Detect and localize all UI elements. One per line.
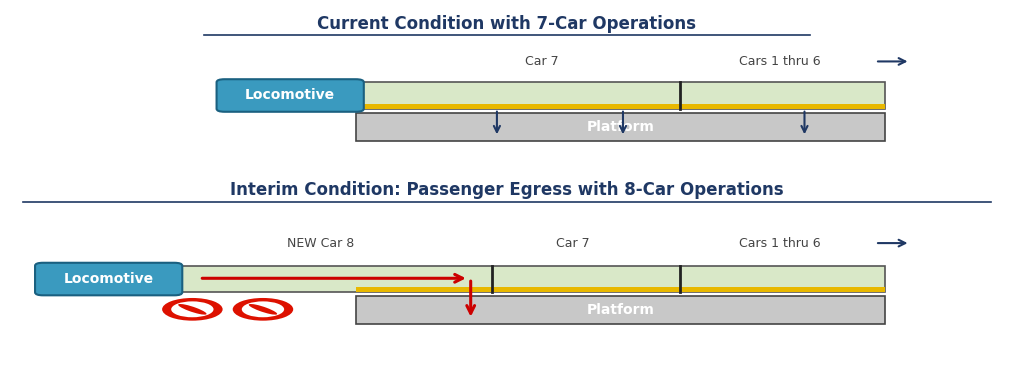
FancyBboxPatch shape <box>356 82 885 109</box>
Circle shape <box>162 298 223 321</box>
Text: Car 7: Car 7 <box>525 55 559 68</box>
Text: Car 7: Car 7 <box>556 237 589 250</box>
Text: Cars 1 thru 6: Cars 1 thru 6 <box>739 237 820 250</box>
Circle shape <box>171 301 214 317</box>
Text: Platform: Platform <box>586 303 654 317</box>
FancyBboxPatch shape <box>356 113 885 141</box>
Text: Current Condition with 7-Car Operations: Current Condition with 7-Car Operations <box>317 15 697 33</box>
FancyBboxPatch shape <box>35 263 183 295</box>
Text: Platform: Platform <box>586 120 654 134</box>
Text: Locomotive: Locomotive <box>64 272 154 286</box>
FancyBboxPatch shape <box>356 287 885 292</box>
Ellipse shape <box>248 304 277 314</box>
Circle shape <box>241 301 284 317</box>
FancyBboxPatch shape <box>356 104 885 109</box>
Text: Interim Condition: Passenger Egress with 8-Car Operations: Interim Condition: Passenger Egress with… <box>230 181 784 199</box>
Ellipse shape <box>178 304 207 314</box>
Circle shape <box>232 298 293 321</box>
Text: Locomotive: Locomotive <box>245 88 336 103</box>
FancyBboxPatch shape <box>174 266 885 292</box>
FancyBboxPatch shape <box>217 79 364 112</box>
Text: NEW Car 8: NEW Car 8 <box>287 237 354 250</box>
FancyBboxPatch shape <box>356 296 885 324</box>
Text: Cars 1 thru 6: Cars 1 thru 6 <box>739 55 820 68</box>
